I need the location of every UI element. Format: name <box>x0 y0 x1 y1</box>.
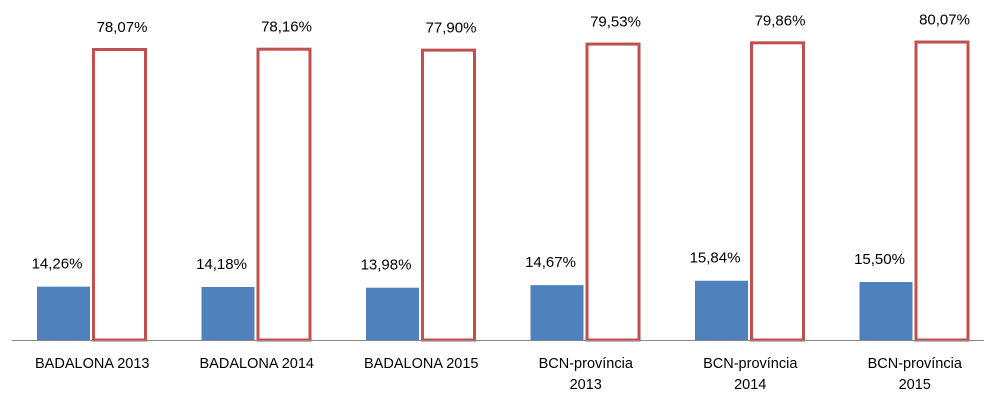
bar <box>695 280 748 340</box>
value-label: 79,86% <box>755 12 806 29</box>
bar <box>366 287 419 340</box>
value-label: 14,67% <box>525 254 576 271</box>
value-label: 14,18% <box>196 256 247 273</box>
value-label: 77,90% <box>426 20 477 37</box>
value-label: 13,98% <box>361 257 412 274</box>
value-label: 79,53% <box>590 14 641 31</box>
bar <box>421 48 476 342</box>
value-label: 15,50% <box>854 251 905 268</box>
bar <box>201 286 255 340</box>
value-label: 78,07% <box>97 19 148 36</box>
x-tick-label: BADALONA 2014 <box>199 356 314 372</box>
bar <box>530 285 584 340</box>
x-tick-label: BADALONA 2013 <box>35 356 150 372</box>
value-label: 78,16% <box>261 19 312 36</box>
bar <box>859 282 913 340</box>
x-tick-label: BCN-província 2015 <box>867 356 962 393</box>
value-label: 15,84% <box>690 250 741 267</box>
bar <box>750 41 805 342</box>
value-label: 80,07% <box>919 12 970 29</box>
value-label: 14,26% <box>32 256 83 273</box>
x-tick-label: BADALONA 2015 <box>364 356 479 372</box>
bar <box>585 42 641 342</box>
bar <box>914 40 970 342</box>
x-tick-label: BCN-província 2014 <box>703 356 798 393</box>
bar <box>256 47 312 342</box>
bar <box>92 48 147 342</box>
bar <box>37 286 90 340</box>
x-tick-label: BCN-província 2013 <box>538 356 633 393</box>
